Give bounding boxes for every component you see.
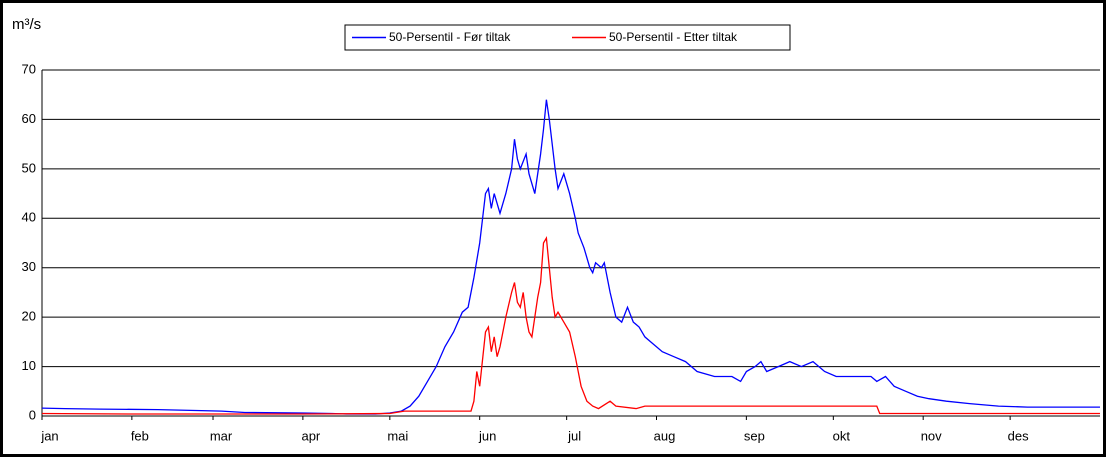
y-tick-label: 10 <box>22 358 36 373</box>
x-tick-label: okt <box>833 428 851 443</box>
x-tick-label: jan <box>40 428 58 443</box>
y-tick-label: 20 <box>22 309 36 324</box>
legend-label: 50-Persentil - Etter tiltak <box>609 30 738 44</box>
x-tick-label: mar <box>210 428 233 443</box>
y-tick-label: 60 <box>22 111 36 126</box>
y-tick-label: 30 <box>22 259 36 274</box>
x-tick-label: sep <box>744 428 765 443</box>
legend-label: 50-Persentil - Før tiltak <box>389 30 511 44</box>
y-tick-label: 50 <box>22 160 36 175</box>
x-tick-label: nov <box>921 428 942 443</box>
series-line <box>41 236 1100 415</box>
x-tick-label: mai <box>387 428 408 443</box>
x-tick-label: apr <box>301 428 320 443</box>
x-tick-label: feb <box>131 428 149 443</box>
series-line <box>41 99 1100 415</box>
x-tick-label: jun <box>478 428 496 443</box>
x-tick-label: jul <box>567 428 581 443</box>
x-tick-label: des <box>1008 428 1029 443</box>
x-tick-label: aug <box>654 428 676 443</box>
y-axis-label: m³/s <box>12 16 41 33</box>
y-tick-label: 40 <box>22 210 36 225</box>
legend-box <box>344 24 791 51</box>
y-tick-label: 0 <box>29 407 36 422</box>
y-tick-label: 70 <box>22 61 36 76</box>
